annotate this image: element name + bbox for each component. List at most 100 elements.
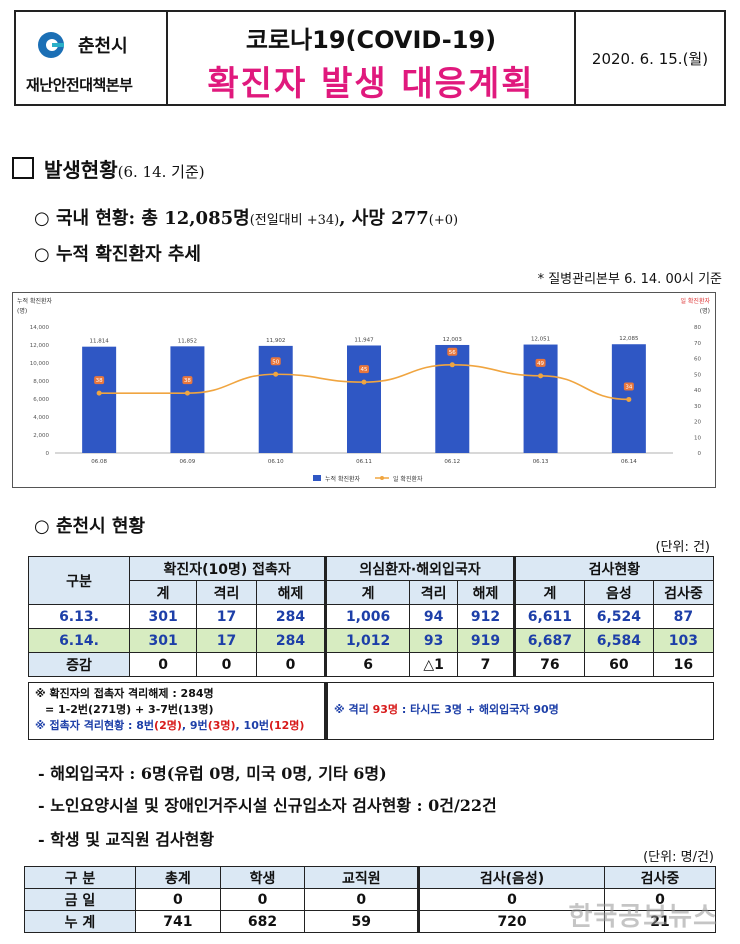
th-sub: 계 — [513, 580, 586, 605]
cumulative-cases-chart: 누적 확진환자 (명) 일 확진환자 (명) 0 2,000 4,000 6,000 8,000… — [12, 292, 716, 488]
trend-title: 누적 확진환자 추세 — [55, 244, 201, 265]
th: 구 분 — [24, 866, 136, 889]
daily-cases-point — [626, 396, 632, 402]
daily-value-label: 50 — [272, 359, 279, 365]
y2-tick-label: 10 — [694, 435, 701, 441]
y-tick-label: 2,000 — [33, 433, 49, 439]
bar — [347, 345, 381, 453]
chuncheon-status-table: 구분 확진자(10명) 접촉자 의심환자·해외입국자 검사현황 계 격리 해제 … — [28, 556, 715, 677]
cell: 17 — [196, 604, 257, 629]
daily-value-label: 49 — [537, 361, 544, 367]
trend-title-line: ○ 누적 확진환자 추세 — [34, 240, 201, 266]
th: 검사중 — [603, 866, 717, 889]
contacts-note-box: ※ 확진자의 접촉자 격리해제 : 284명 = 1-2번(271명) + 3-… — [28, 682, 325, 740]
legend-line-marker — [380, 476, 384, 480]
cell: 1,006 — [325, 604, 410, 629]
daily-label-bg — [270, 357, 281, 366]
row-label: 6.14. — [28, 628, 130, 653]
x-tick-label: 06.08 — [91, 459, 107, 465]
daily-cases-point — [96, 390, 102, 396]
x-tick-label: 06.14 — [621, 459, 637, 465]
daily-label-bg — [535, 358, 546, 367]
hq-name: 재난안전대책본부 — [26, 76, 133, 94]
cell: 0 — [255, 652, 328, 677]
daily-value-label: 38 — [184, 378, 191, 384]
bar — [170, 346, 205, 453]
table-row: 증감 0 0 0 6 △1 7 76 60 16 — [28, 652, 715, 677]
th: 학생 — [219, 866, 306, 889]
chart-svg: 누적 확진환자 (명) 일 확진환자 (명) 0 2,000 4,000 6,000 8,000… — [17, 297, 710, 483]
domestic-status-line: ○ 국내 현황: 총 12,085명(전일대비 +34), 사망 277(+0) — [34, 204, 458, 230]
daily-cases-point — [361, 379, 367, 385]
daily-value-label: 38 — [96, 378, 103, 384]
cell: 682 — [219, 910, 306, 933]
cell: 6 — [325, 652, 410, 677]
th-category: 구분 — [28, 556, 130, 605]
cell: 94 — [408, 604, 459, 629]
cell: 1,012 — [325, 628, 410, 653]
title-top: 코로나19(COVID-19) — [245, 26, 497, 54]
row-label: 6.13. — [28, 604, 130, 629]
city-name: 춘천시 — [78, 36, 128, 57]
note-count: 93명 — [372, 703, 399, 716]
cell: 6,584 — [584, 628, 654, 653]
cell: 0 — [135, 888, 221, 911]
document-header: 춘천시 재난안전대책본부 코로나19(COVID-19) 확진자 발생 대응계획… — [14, 10, 726, 106]
row-label: 누 계 — [24, 910, 136, 933]
daily-cases-point — [449, 362, 455, 368]
daily-value-label: 34 — [625, 384, 632, 390]
cell: 6,611 — [513, 604, 586, 629]
cell: 284 — [255, 628, 328, 653]
cell: 59 — [304, 910, 421, 933]
right-axis-title: 일 확진환자 — [680, 297, 710, 305]
note-case: 8번 — [136, 719, 155, 732]
x-tick-label: 06.12 — [444, 459, 460, 465]
table-row: 누 계 741 682 59 720 21 — [24, 910, 717, 933]
note-prefix: ※ 접촉자 격리현황 : — [35, 719, 137, 732]
table-row: 금 일 0 0 0 0 0 — [24, 888, 717, 911]
legend-bar-label: 누적 확진환자 — [325, 475, 361, 483]
chuncheon-status-line: ○ 춘천시 현황 — [34, 512, 145, 538]
student-test-table: 구 분 총계 학생 교직원 검사(음성) 검사중 금 일 0 0 0 0 0 누… — [24, 866, 717, 933]
y2-tick-label: 80 — [694, 325, 701, 331]
note-case: , 10번 — [235, 719, 269, 732]
th: 검사(음성) — [418, 866, 605, 889]
chuncheon-title: 춘천시 현황 — [55, 516, 146, 537]
x-tick-label: 06.11 — [356, 459, 372, 465]
note-rest: : 타시도 3명 + 해외입국자 90명 — [398, 703, 559, 716]
cell: 284 — [255, 604, 328, 629]
y2-tick-label: 20 — [694, 420, 701, 426]
domestic-deaths: , 사망 277 — [339, 208, 429, 229]
cell: 60 — [584, 652, 654, 677]
section-status-heading: 발생현황(6. 14. 기준) — [12, 154, 205, 183]
isolation-note-box: ※ 격리 93명 : 타시도 3명 + 해외입국자 90명 — [325, 682, 714, 740]
note-count: (2명) — [154, 719, 182, 732]
date-cell: 2020. 6. 15.(월) — [574, 12, 724, 104]
y-tick-label: 8,000 — [33, 379, 49, 385]
cell: 21 — [603, 910, 717, 933]
domestic-label: 국내 현황: 총 12,085명 — [55, 208, 250, 229]
document-date: 2020. 6. 15.(월) — [591, 50, 709, 68]
overseas-entrants-line: - 해외입국자 : 6명(유럽 0명, 미국 0명, 기타 6명) — [38, 764, 387, 783]
y2-tick-label: 0 — [698, 451, 702, 457]
cell: 912 — [457, 604, 516, 629]
note-line: = 1-2번(271명) + 3-7번(13명) — [45, 703, 214, 716]
agency-cell: 춘천시 재난안전대책본부 — [16, 12, 168, 104]
watermark: 한국공보뉴스 — [568, 902, 718, 932]
th-sub: 검사중 — [652, 580, 715, 605]
th-sub: 격리 — [196, 580, 257, 605]
th-sub: 해제 — [457, 580, 516, 605]
cell: 919 — [457, 628, 516, 653]
cell: 301 — [128, 628, 198, 653]
section-status-sub: (6. 14. 기준) — [117, 163, 205, 181]
circle-bullet-icon: ○ — [34, 208, 56, 229]
legend-line-label: 일 확진환자 — [393, 475, 423, 483]
cell: 87 — [652, 604, 715, 629]
cell: 6,524 — [584, 604, 654, 629]
daily-cases-point — [273, 371, 279, 377]
bar — [435, 344, 470, 453]
bar — [82, 346, 117, 453]
x-tick-label: 06.09 — [180, 459, 196, 465]
cell: 76 — [513, 652, 586, 677]
table-row: 6.14. 301 17 284 1,012 93 919 6,687 6,58… — [28, 628, 715, 653]
